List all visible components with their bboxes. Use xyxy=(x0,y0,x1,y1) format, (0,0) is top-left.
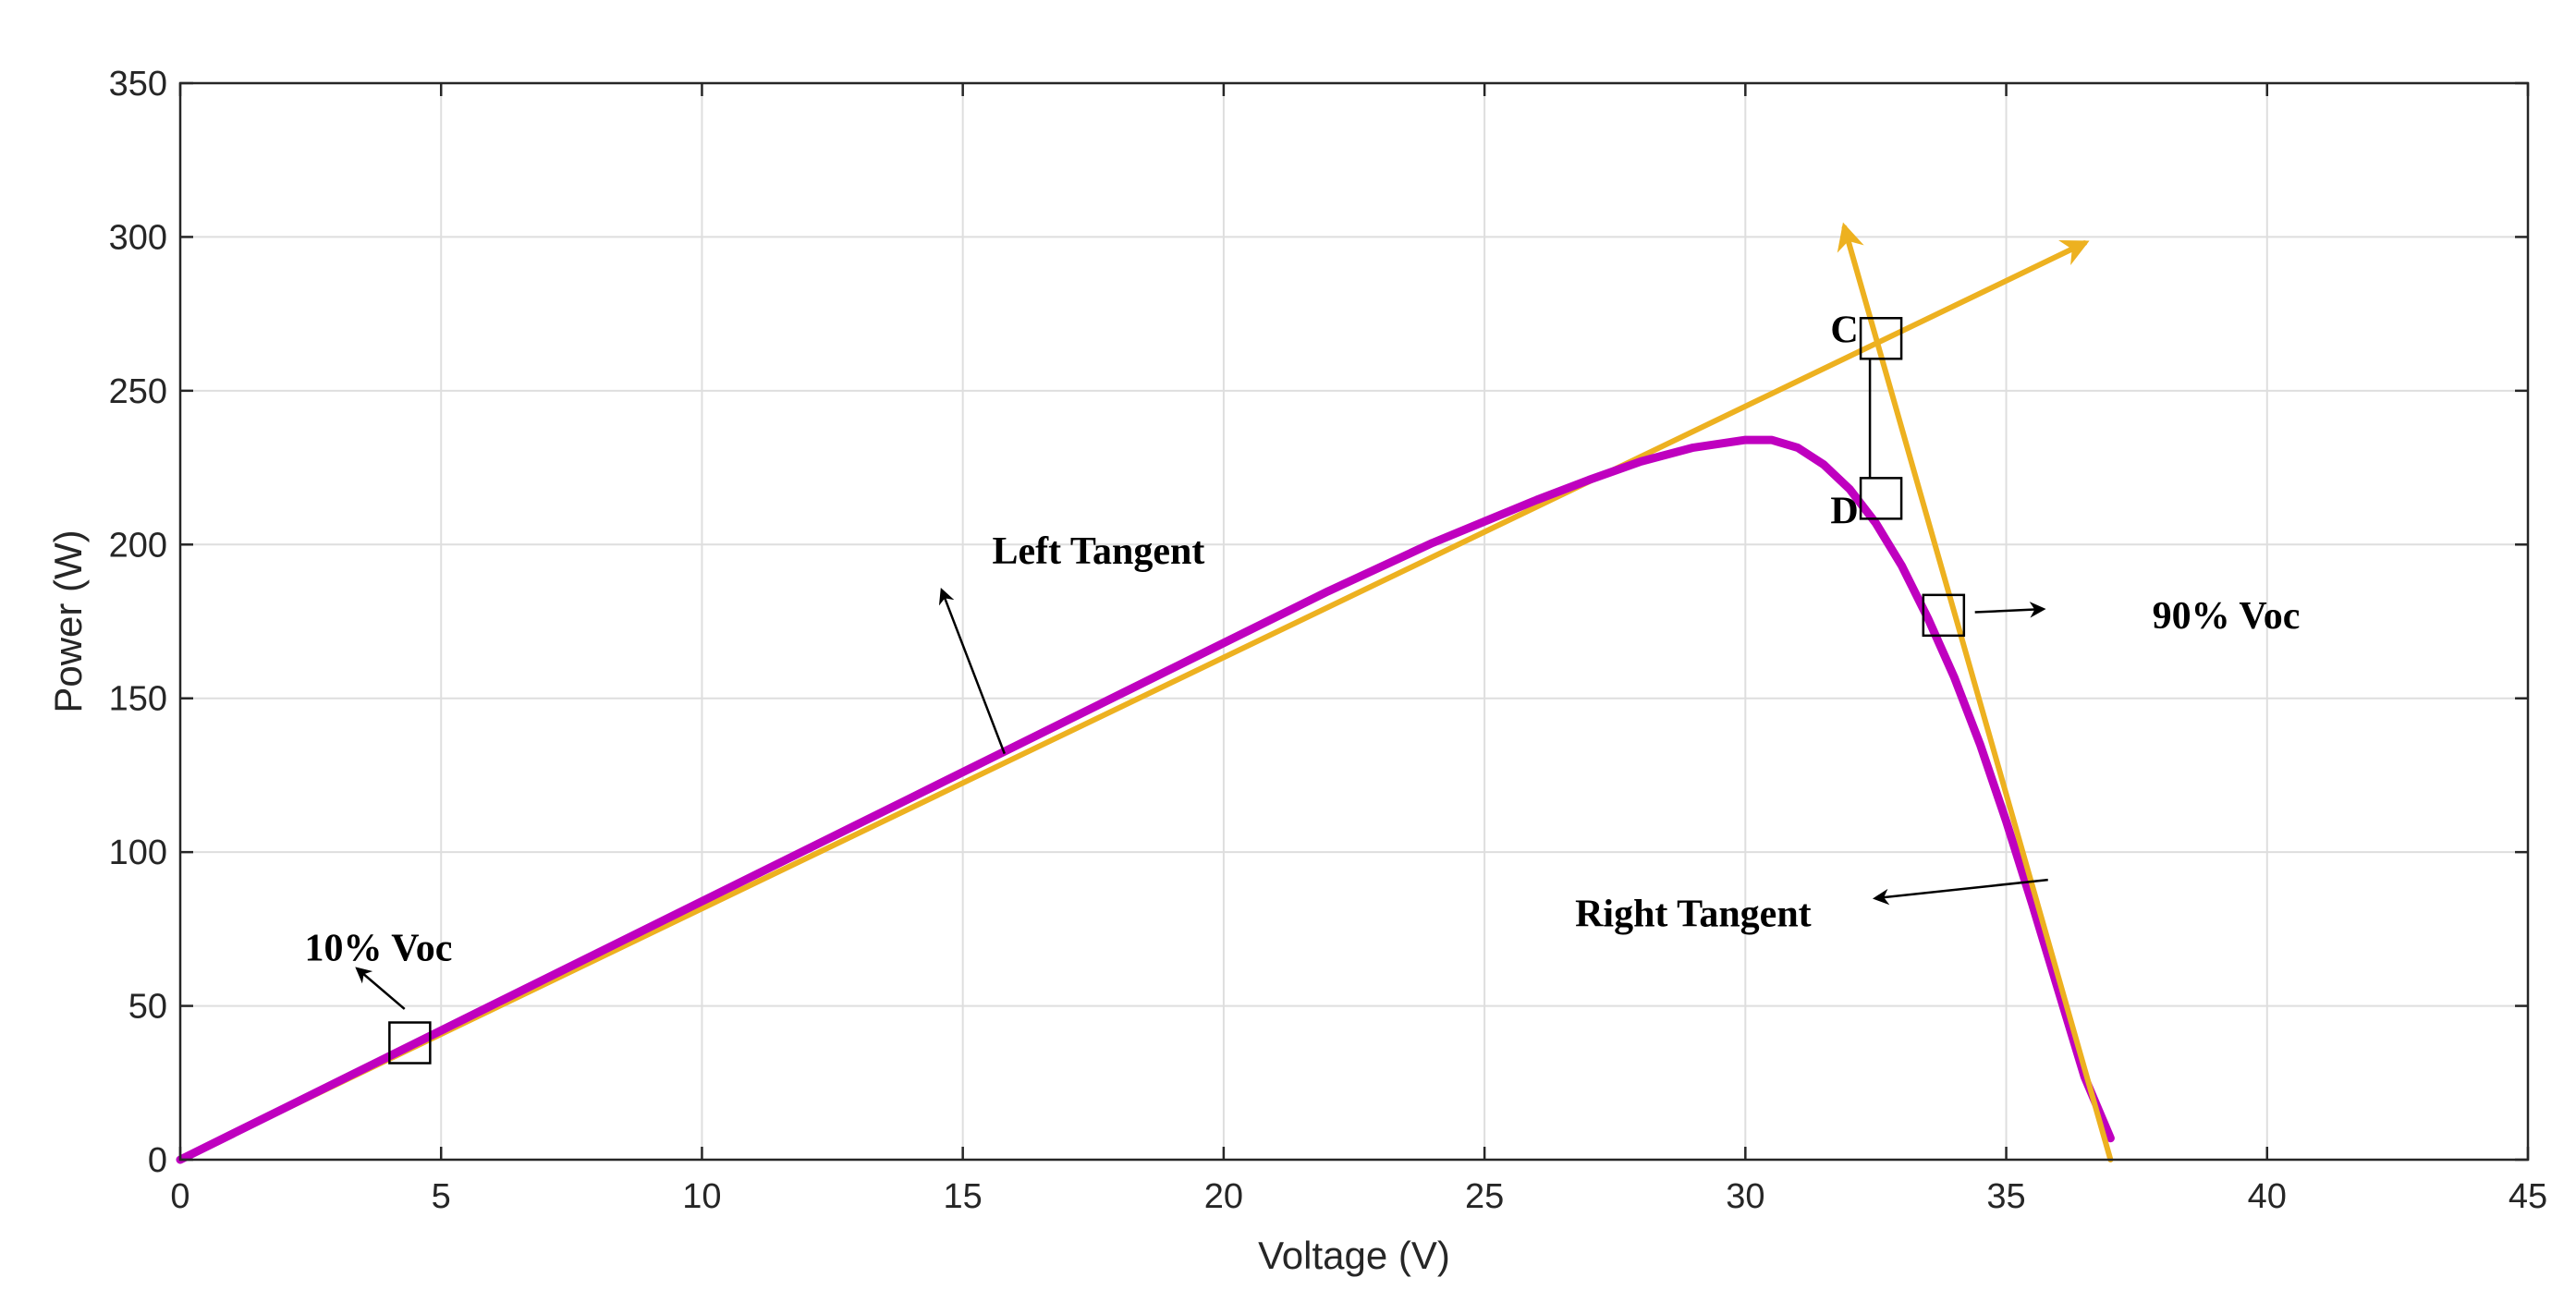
x-tick-label: 35 xyxy=(1986,1177,2025,1216)
x-tick-label: 15 xyxy=(944,1177,983,1216)
x-tick-label: 25 xyxy=(1465,1177,1504,1216)
axes-box xyxy=(178,81,2530,1162)
x-tick-label: 40 xyxy=(2248,1177,2287,1216)
right-tangent-line xyxy=(1837,222,2114,1162)
x-tick-label: 0 xyxy=(170,1177,189,1216)
y-tick-label: 150 xyxy=(109,680,167,719)
axes-frame xyxy=(178,81,2530,1162)
plot-area-background xyxy=(180,83,2528,1160)
y-tick-label: 0 xyxy=(148,1141,167,1180)
x-tick-label: 30 xyxy=(1726,1177,1764,1216)
y-tick-label: 50 xyxy=(128,988,167,1027)
annotation-arrow-right-tangent xyxy=(1872,878,2048,906)
annotation-label-10-voc: 10% Voc xyxy=(305,927,453,969)
y-tick-label: 350 xyxy=(109,65,167,103)
pv-curve-series xyxy=(176,435,2115,1164)
y-axis-title: Power (W) xyxy=(46,529,90,712)
annotation-label-right-tangent: Right Tangent xyxy=(1575,894,1812,936)
marker-box-90-voc xyxy=(1922,593,1966,638)
x-tick-label: 10 xyxy=(682,1177,721,1216)
annotations: Left Tangent Right Tangent 10% Voc 90% Voc C… xyxy=(305,309,2301,1065)
tick-labels: 0 5 10 15 20 25 30 35 40 45 0 50 100 150 200 250 300 350 xyxy=(109,65,2548,1216)
annotation-arrow-10-voc xyxy=(355,967,406,1010)
annotation-label-left-tangent: Left Tangent xyxy=(992,530,1204,573)
x-tick-label: 5 xyxy=(432,1177,451,1216)
annotation-label-d: D xyxy=(1830,491,1858,533)
annotation-arrow-90-voc xyxy=(1974,602,2046,618)
annotation-label-c: C xyxy=(1830,309,1858,351)
y-tick-label: 300 xyxy=(109,218,167,257)
annotation-label-90-voc: 90% Voc xyxy=(2153,595,2301,638)
y-tick-label: 200 xyxy=(109,526,167,565)
annotation-arrow-left-tangent xyxy=(938,587,1006,755)
marker-box-10-voc xyxy=(388,1021,432,1065)
x-tick-label: 45 xyxy=(2509,1177,2547,1216)
marker-box-c xyxy=(1859,317,1903,360)
y-tick-label: 250 xyxy=(109,372,167,411)
x-tick-label: 20 xyxy=(1204,1177,1243,1216)
x-axis-title: Voltage (V) xyxy=(1258,1234,1450,1277)
y-tick-label: 100 xyxy=(109,834,167,872)
marker-box-d xyxy=(1859,477,1903,520)
plot-series xyxy=(176,222,2115,1164)
